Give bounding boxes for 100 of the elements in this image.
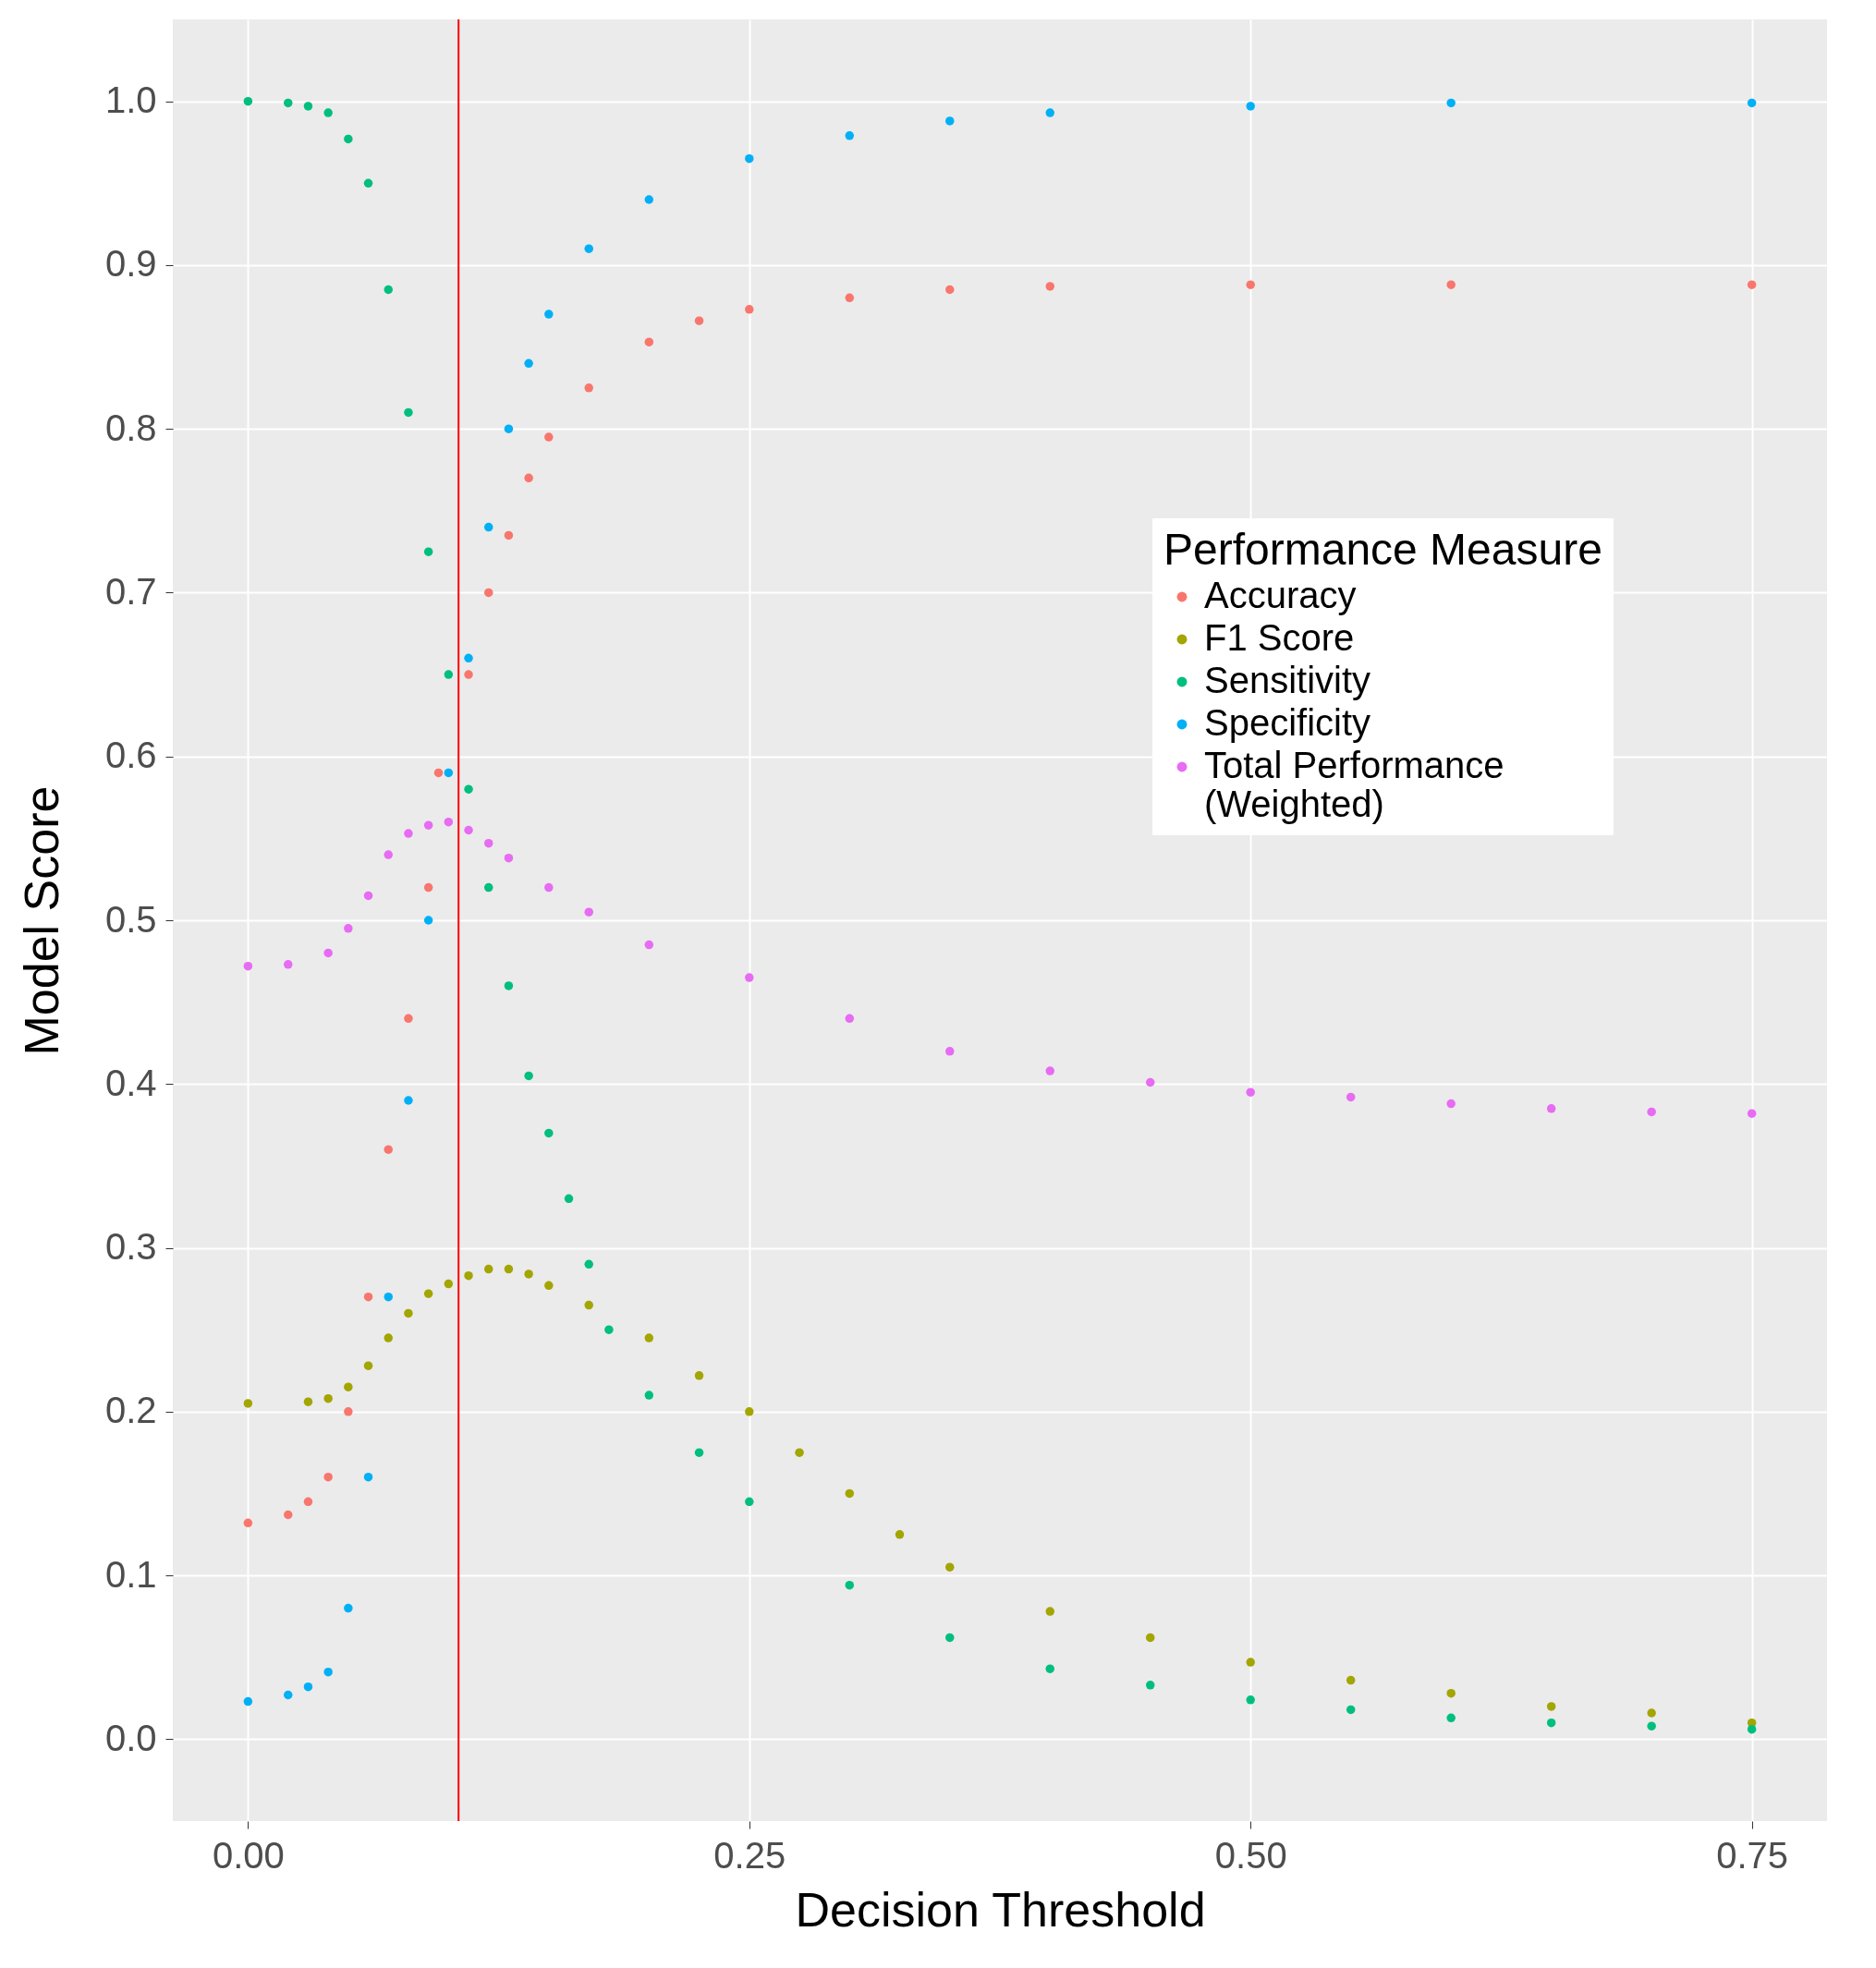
legend-title: Performance Measure	[1163, 525, 1602, 574]
point	[524, 1269, 533, 1279]
point	[483, 1264, 493, 1274]
point	[694, 316, 704, 325]
point	[1346, 1092, 1356, 1102]
point	[303, 1497, 313, 1507]
point	[464, 670, 473, 679]
point	[284, 1690, 293, 1700]
point	[504, 1264, 514, 1274]
legend-label: Accuracy	[1204, 575, 1357, 615]
point	[303, 1682, 313, 1692]
y-tick-label: 0.5	[104, 898, 157, 940]
point	[644, 1391, 654, 1400]
y-axis-title: Model Score	[14, 785, 68, 1056]
point	[344, 1407, 353, 1416]
x-tick-label: 0.25	[713, 1834, 786, 1876]
point	[344, 1603, 353, 1613]
point	[483, 882, 493, 893]
point	[384, 1292, 393, 1302]
point	[404, 1014, 413, 1024]
point	[745, 305, 754, 314]
point	[284, 1510, 293, 1520]
point	[845, 1014, 855, 1024]
point	[363, 1292, 373, 1302]
point	[303, 102, 313, 111]
point	[694, 1371, 704, 1380]
point	[464, 784, 473, 794]
point	[1045, 108, 1054, 117]
point	[1246, 1695, 1255, 1705]
point	[1145, 1633, 1155, 1643]
x-tick-label: 0.50	[1214, 1834, 1287, 1876]
point	[544, 1281, 554, 1291]
point	[745, 973, 754, 982]
point	[745, 153, 754, 164]
point	[745, 1407, 754, 1416]
point	[584, 907, 593, 917]
point	[444, 768, 454, 778]
point	[1045, 1607, 1054, 1616]
y-tick-label: 0.1	[104, 1553, 157, 1595]
y-tick-label: 0.3	[104, 1226, 157, 1268]
point	[644, 337, 654, 346]
point	[1446, 1688, 1456, 1698]
point	[945, 1633, 955, 1643]
y-tick-label: 1.0	[104, 79, 157, 121]
point	[524, 473, 533, 483]
point	[384, 1145, 393, 1154]
point	[1145, 1077, 1155, 1087]
legend-label: Specificity	[1204, 702, 1371, 743]
point	[344, 1382, 353, 1391]
point	[544, 1128, 554, 1138]
point	[284, 960, 293, 969]
point	[243, 96, 253, 106]
point	[524, 358, 533, 369]
point	[464, 825, 473, 835]
point	[845, 1488, 855, 1499]
y-tick-label: 0.7	[104, 570, 157, 612]
point	[584, 383, 593, 393]
point	[464, 653, 473, 663]
point	[524, 1071, 533, 1081]
point	[363, 891, 373, 901]
point	[323, 948, 333, 958]
point	[1747, 98, 1757, 108]
point	[504, 424, 514, 433]
point	[423, 1289, 433, 1298]
point	[1446, 280, 1456, 289]
point	[464, 1270, 473, 1281]
point	[745, 1497, 754, 1507]
point	[845, 131, 855, 140]
point	[1045, 1066, 1054, 1075]
point	[404, 407, 413, 418]
point	[945, 1047, 955, 1056]
point	[1045, 1664, 1054, 1673]
legend-label: Total Performance (Weighted)	[1204, 745, 1504, 824]
point	[1246, 102, 1255, 111]
point	[584, 1259, 593, 1269]
point	[1647, 1721, 1656, 1731]
point	[945, 1562, 955, 1572]
point	[504, 981, 514, 990]
point	[483, 588, 493, 598]
point	[504, 530, 514, 541]
point	[483, 838, 493, 848]
y-tick-label: 0.9	[104, 243, 157, 285]
point	[384, 850, 393, 859]
point	[423, 547, 433, 556]
point	[323, 1472, 333, 1482]
x-tick-label: 0.00	[212, 1834, 285, 1876]
point	[644, 1333, 654, 1342]
point	[1446, 1713, 1456, 1723]
point	[243, 1696, 253, 1707]
point	[544, 310, 554, 319]
point	[1346, 1675, 1356, 1685]
y-tick-label: 0.8	[104, 407, 157, 448]
point	[1246, 1087, 1255, 1097]
point	[1546, 1718, 1556, 1728]
x-tick-label: 0.75	[1716, 1834, 1789, 1876]
point	[895, 1530, 905, 1539]
point	[694, 1448, 704, 1457]
point	[384, 1333, 393, 1342]
point	[795, 1448, 804, 1457]
point	[1145, 1681, 1155, 1690]
